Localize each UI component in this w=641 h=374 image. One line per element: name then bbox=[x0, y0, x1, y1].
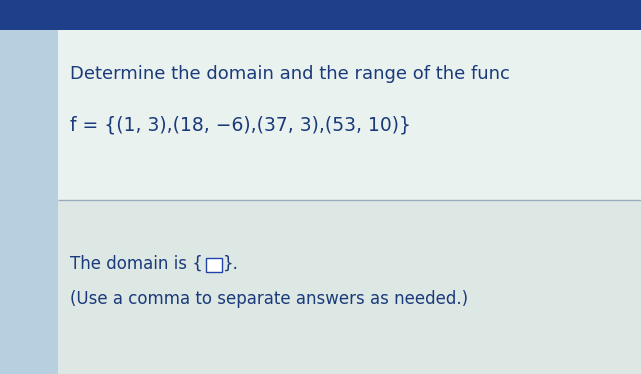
Bar bbox=[206, 258, 222, 272]
Text: Determine the domain and the range of the func: Determine the domain and the range of th… bbox=[70, 65, 510, 83]
Text: f = {(1, 3),(18, −6),(37, 3),(53, 10)}: f = {(1, 3),(18, −6),(37, 3),(53, 10)} bbox=[70, 115, 411, 134]
Text: (Use a comma to separate answers as needed.): (Use a comma to separate answers as need… bbox=[70, 290, 468, 308]
Bar bbox=[0, 30, 58, 374]
Bar bbox=[58, 200, 641, 374]
Text: The domain is {: The domain is { bbox=[70, 255, 203, 273]
Bar bbox=[0, 0, 641, 30]
Bar bbox=[58, 30, 641, 200]
Text: }.: }. bbox=[223, 255, 239, 273]
